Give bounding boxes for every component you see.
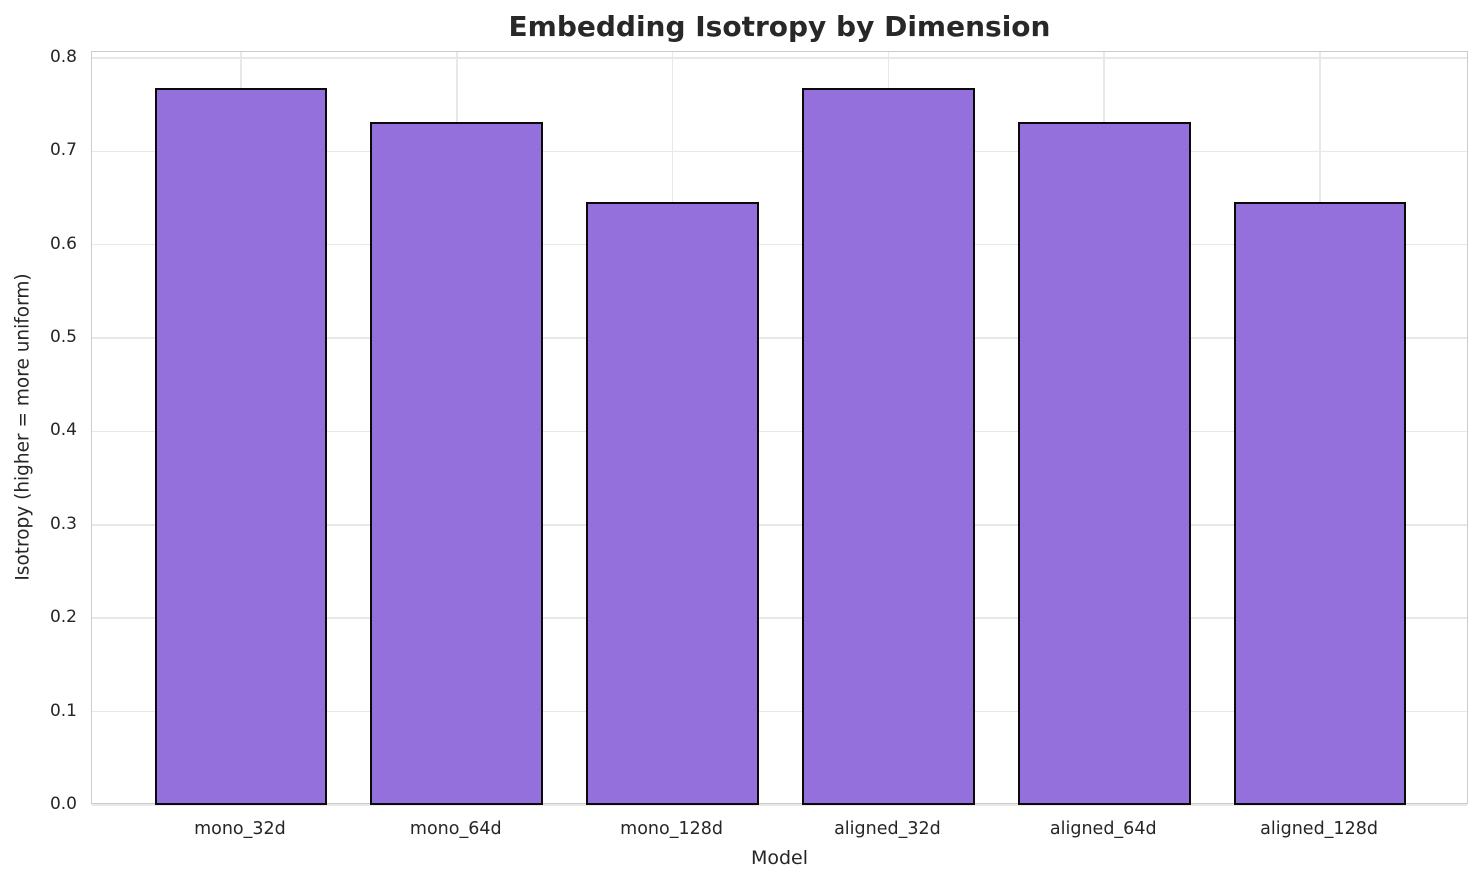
xtick-label-mono_64d: mono_64d — [409, 819, 502, 839]
ytick-label-0.1: 0.1 — [49, 700, 77, 721]
chart-title: Embedding Isotropy by Dimension — [508, 10, 1051, 43]
gridline-h-0.2 — [92, 617, 1467, 619]
gridline-h-0.7 — [92, 150, 1467, 153]
gridline-h-0.6 — [92, 243, 1467, 246]
bar-aligned_128d — [1233, 201, 1407, 805]
x-axis-label: Model — [750, 847, 809, 869]
gridline-h-0.3 — [92, 524, 1467, 526]
gridline-h-0.0 — [92, 804, 1467, 806]
gridline-h-0.8 — [92, 57, 1467, 59]
bar-aligned_32d — [802, 87, 975, 805]
ytick-label-0.7: 0.7 — [49, 140, 77, 161]
ytick-label-0.4: 0.4 — [49, 420, 77, 441]
gridline-h-0.4 — [92, 430, 1467, 433]
ytick-label-0.8: 0.8 — [49, 46, 77, 67]
ytick-label-0.5: 0.5 — [49, 327, 77, 348]
bar-aligned_64d — [1017, 122, 1191, 805]
ytick-label-0.6: 0.6 — [49, 233, 77, 254]
bar-mono_128d — [586, 201, 759, 805]
bar-mono_64d — [370, 122, 544, 805]
bar-mono_32d — [154, 87, 328, 805]
gridline-h-0.1 — [92, 710, 1467, 713]
ytick-label-0.0: 0.0 — [49, 794, 77, 814]
plot-area — [91, 51, 1468, 806]
xtick-label-mono_128d: mono_128d — [620, 819, 723, 839]
xtick-label-mono_32d: mono_32d — [194, 819, 286, 839]
xtick-label-aligned_32d: aligned_32d — [834, 819, 941, 839]
ytick-label-0.2: 0.2 — [49, 607, 77, 628]
ytick-label-0.3: 0.3 — [49, 513, 77, 534]
xtick-label-aligned_128d: aligned_128d — [1260, 819, 1378, 839]
xtick-label-aligned_64d: aligned_64d — [1049, 819, 1157, 839]
gridline-h-0.5 — [92, 337, 1467, 339]
